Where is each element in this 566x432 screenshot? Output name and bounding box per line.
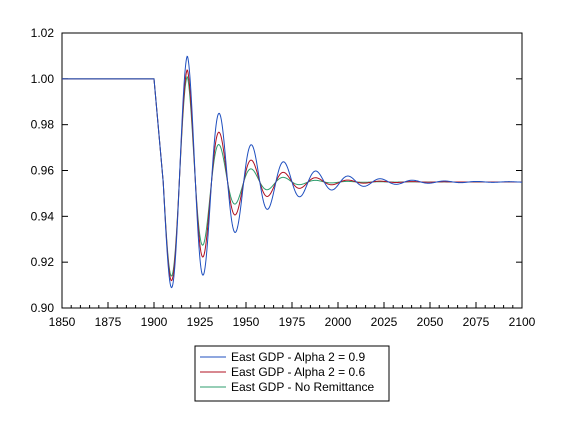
- legend-box: [194, 345, 390, 402]
- legend-label: East GDP - Alpha 2 = 0.6: [231, 365, 366, 379]
- x-tick-label: 1900: [141, 315, 168, 329]
- y-tick-label: 0.98: [31, 118, 55, 132]
- y-tick-label: 0.90: [31, 301, 55, 315]
- y-tick-label: 0.92: [31, 255, 55, 269]
- series-layer: [62, 55, 523, 289]
- y-tick-label: 0.96: [31, 164, 55, 178]
- series-line-0: [62, 55, 523, 289]
- x-tick-label: 2100: [509, 315, 536, 329]
- y-axis: 0.90 0.92 0.94 0.96 0.98 1.00 1.02: [31, 26, 522, 315]
- x-tick-label: 1950: [233, 315, 260, 329]
- x-tick-label: 1925: [187, 315, 214, 329]
- legend-label: East GDP - Alpha 2 = 0.9: [231, 350, 366, 364]
- x-tick-label: 1875: [95, 315, 122, 329]
- x-tick-label: 1975: [279, 315, 306, 329]
- x-tick-label: 2025: [371, 315, 398, 329]
- y-tick-label: 1.02: [31, 26, 55, 40]
- x-tick-label: 2050: [417, 315, 444, 329]
- x-tick-label: 2000: [325, 315, 352, 329]
- x-axis: 1850 1875 1900 1925 1950 1975 2000 2025 2050 2075…: [49, 302, 536, 329]
- legend-label: East GDP - No Remittance: [231, 380, 374, 394]
- plot-frame: [61, 32, 523, 309]
- y-tick-label: 1.00: [31, 72, 55, 86]
- x-tick-label: 2075: [463, 315, 490, 329]
- y-tick-label: 0.94: [31, 209, 55, 223]
- x-tick-label: 1850: [49, 315, 76, 329]
